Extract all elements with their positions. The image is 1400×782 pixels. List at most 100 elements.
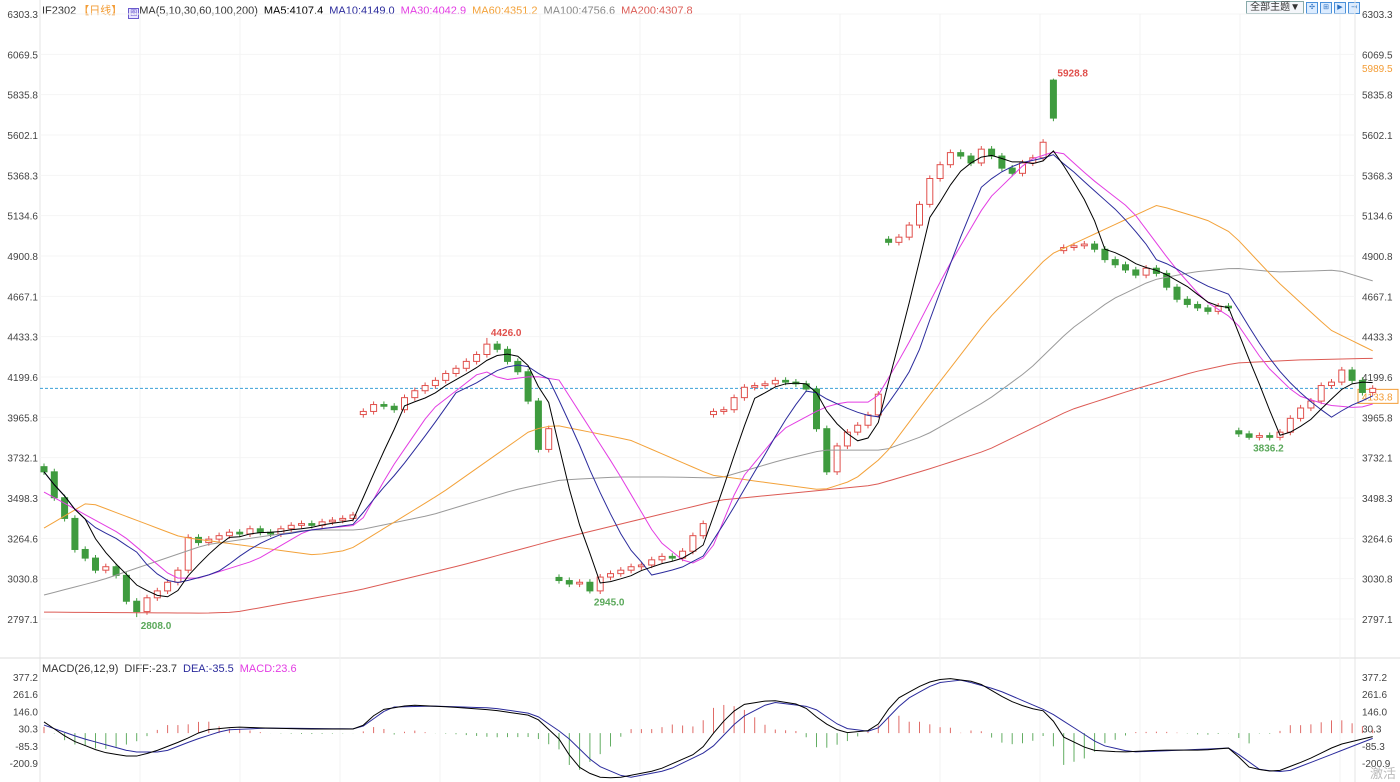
candle: [61, 494, 69, 522]
goto-end-icon[interactable]: ⇥: [1348, 1, 1360, 14]
ma30-line: [43, 151, 1373, 579]
extreme-label: 5928.8: [1057, 69, 1088, 80]
candle: [854, 422, 862, 436]
candle-body: [895, 236, 903, 243]
candle-body: [658, 555, 666, 561]
candle-body: [174, 569, 182, 583]
price-tick-left: 5835.8: [7, 91, 38, 102]
watermark: 激活: [1369, 766, 1396, 781]
candle-body: [442, 372, 450, 381]
candle-body: [1255, 435, 1263, 438]
candle: [905, 221, 913, 241]
candle: [751, 382, 759, 391]
candle-body: [596, 576, 604, 592]
candle-body: [92, 557, 99, 571]
candle: [1338, 366, 1346, 386]
candle-body: [256, 528, 264, 533]
candle: [236, 529, 244, 538]
price-tick-left: 4199.6: [7, 373, 38, 384]
price-tick-right: 6069.5: [1362, 50, 1393, 61]
candle: [401, 394, 408, 413]
candle: [514, 358, 522, 375]
candle-body: [874, 393, 882, 416]
candle: [1328, 378, 1335, 389]
candle-body: [782, 379, 790, 383]
price-tick-left: 5134.6: [7, 212, 38, 223]
price-tick-left: 6303.3: [7, 10, 38, 21]
zoom-in-icon[interactable]: ⊞: [1320, 1, 1332, 14]
candle: [81, 546, 89, 562]
candle-body: [854, 424, 862, 433]
candle-body: [1348, 369, 1356, 381]
ma200-line: [43, 357, 1373, 614]
candle: [926, 175, 934, 208]
candle: [1132, 266, 1140, 279]
candle: [298, 520, 305, 529]
macd-tick-right: 377.2: [1362, 673, 1387, 684]
candle-body: [905, 224, 913, 238]
candle: [1348, 366, 1356, 384]
candle-body: [339, 517, 347, 521]
candle-body: [524, 371, 532, 402]
candle: [1060, 244, 1068, 254]
candle: [916, 201, 923, 229]
price-tick-left: 4900.8: [7, 252, 38, 263]
macd-value: MACD:23.6: [239, 663, 297, 675]
candle-body: [225, 531, 233, 537]
candle-body: [586, 581, 594, 592]
candle-body: [998, 155, 1006, 169]
candle-body: [122, 574, 130, 602]
candle: [133, 598, 141, 618]
candle-body: [1070, 245, 1078, 249]
candle: [1255, 432, 1263, 441]
candle-body: [390, 405, 398, 411]
price-tick-left: 5602.1: [7, 131, 38, 142]
candle-body: [1369, 387, 1377, 393]
macd-params: MACD(26,12,9): [42, 663, 119, 675]
candle-body: [81, 548, 89, 559]
price-tick-left: 2797.1: [7, 615, 38, 626]
candle-body: [916, 203, 923, 226]
play-icon[interactable]: ▶: [1334, 1, 1346, 14]
candle: [895, 234, 903, 246]
candle: [1080, 240, 1088, 249]
candle: [1163, 270, 1171, 291]
candle-body: [1204, 307, 1212, 312]
candle: [648, 556, 656, 569]
price-tick-right: 4667.1: [1362, 292, 1393, 303]
candle-body: [215, 535, 223, 540]
candle-body: [761, 383, 769, 387]
fit-icon[interactable]: ✣: [1306, 1, 1318, 14]
candle: [1091, 240, 1099, 253]
top-toolbar: 全部主题▼ ✣ ⊞ ▶ ⇥: [1246, 1, 1360, 14]
price-tick-right: 3264.6: [1362, 534, 1393, 545]
price-tick-left: 3965.8: [7, 413, 38, 424]
candle: [936, 161, 944, 182]
candle-body: [977, 148, 985, 164]
price-tick-right: 3498.3: [1362, 494, 1393, 505]
candle-body: [936, 164, 944, 179]
price-tick-right: 4199.6: [1362, 373, 1393, 384]
candle: [1183, 296, 1191, 308]
candle: [359, 408, 367, 418]
candle-body: [1286, 417, 1294, 433]
dea-line: [43, 679, 1373, 778]
candle-body: [730, 397, 738, 411]
ma100-line: [43, 267, 1373, 596]
candle-body: [287, 524, 295, 530]
candle: [555, 574, 563, 584]
candle: [730, 394, 738, 413]
candle-body: [1163, 272, 1171, 288]
last-price-label: 4133.8: [1362, 392, 1393, 403]
price-tick-left: 6069.5: [7, 50, 38, 61]
candle: [596, 573, 604, 594]
candle: [1369, 385, 1377, 396]
candle: [1358, 377, 1366, 396]
candle: [164, 579, 172, 594]
candle-body: [720, 409, 728, 412]
candle: [761, 380, 769, 389]
candle: [1122, 261, 1129, 274]
macd-tick-left: -85.3: [15, 742, 38, 753]
price-tick-right: 5835.8: [1362, 91, 1393, 102]
